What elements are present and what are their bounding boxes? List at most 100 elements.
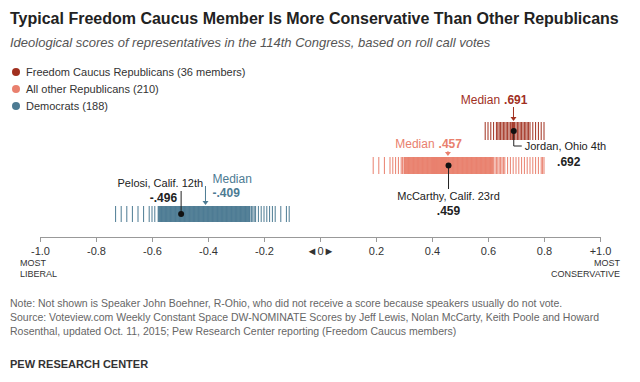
x-tick-mark (40, 237, 41, 242)
member-tick (479, 157, 480, 174)
member-tick (502, 122, 503, 140)
member-tick (177, 206, 178, 222)
member-tick (269, 206, 270, 222)
member-tick (160, 206, 161, 222)
member-tick (207, 206, 208, 222)
median-value: -.409 (212, 186, 240, 200)
x-tick-mark (432, 237, 433, 242)
member-tick (411, 157, 412, 174)
member-tick (525, 122, 526, 140)
member-tick (432, 157, 433, 174)
member-tick (538, 157, 539, 174)
member-tick (264, 206, 265, 222)
member-tick (196, 206, 197, 222)
member-tick (216, 206, 217, 222)
member-tick (164, 206, 165, 222)
member-tick (416, 157, 417, 174)
member-tick (455, 157, 456, 174)
member-tick (203, 206, 204, 222)
member-tick (241, 206, 242, 222)
member-tick (419, 157, 420, 174)
member-tick (422, 157, 423, 174)
member-tick (434, 157, 435, 174)
x-tick: -1.0 (31, 237, 50, 257)
member-tick (440, 157, 441, 174)
member-tick (442, 157, 443, 174)
member-tick (423, 157, 424, 174)
member-tick (500, 122, 501, 140)
member-tick (497, 157, 498, 174)
member-tick (205, 206, 206, 222)
member-tick (214, 206, 215, 222)
member-tick (435, 157, 436, 174)
member-tick (224, 206, 225, 222)
x-tick: 0.2 (369, 237, 384, 257)
member-tick (441, 157, 442, 174)
member-tick (401, 157, 402, 174)
member-tick (460, 157, 461, 174)
member-tick (518, 122, 519, 140)
member-tick (192, 206, 193, 222)
member-tick (527, 122, 528, 140)
member-tick (420, 157, 421, 174)
x-tick-label: -0.6 (143, 245, 162, 257)
member-tick (470, 157, 471, 174)
member-tick (458, 157, 459, 174)
member-tick (226, 206, 227, 222)
x-tick: -0.6 (143, 237, 162, 257)
member-tick (472, 157, 473, 174)
member-tick (206, 206, 207, 222)
member-tick (436, 157, 437, 174)
member-tick (436, 157, 437, 174)
member-tick (530, 122, 531, 140)
member-tick (198, 206, 199, 222)
member-tick (524, 157, 525, 174)
member-tick (492, 157, 493, 174)
strip-series (116, 206, 290, 222)
member-tick (413, 157, 414, 174)
legend-label: Democrats (188) (26, 100, 108, 112)
note: Note: Not shown is Speaker John Boehner,… (10, 297, 562, 309)
member-tick (424, 157, 425, 174)
member-tick (186, 206, 187, 222)
x-tick-mark (96, 237, 97, 242)
member-tick (404, 157, 405, 174)
member-tick (245, 206, 246, 222)
member-tick (209, 206, 210, 222)
member-tick (173, 206, 174, 222)
member-tick (174, 206, 175, 222)
member-tick (170, 206, 171, 222)
member-tick (438, 157, 439, 174)
member-tick (200, 206, 201, 222)
member-tick (243, 206, 244, 222)
member-tick (227, 206, 228, 222)
member-tick (199, 206, 200, 222)
member-tick (482, 157, 483, 174)
member-tick (210, 206, 211, 222)
member-tick (189, 206, 190, 222)
member-tick (213, 206, 214, 222)
member-tick (229, 206, 230, 222)
note: Source: Voteview.com Weekly Constant Spa… (10, 311, 599, 323)
member-tick (275, 206, 276, 222)
member-tick (236, 206, 237, 222)
member-tick (487, 157, 488, 174)
member-tick (439, 157, 440, 174)
member-tick (206, 206, 207, 222)
x-tick-label: 0.8 (537, 245, 552, 257)
member-tick (378, 157, 379, 174)
member-tick (404, 157, 405, 174)
x-tick-mark (152, 237, 153, 242)
member-tick (237, 206, 238, 222)
legend: Freedom Caucus Republicans (36 members)A… (12, 66, 245, 112)
member-tick (484, 157, 485, 174)
member-tick (478, 157, 479, 174)
member-tick (412, 157, 413, 174)
member-tick (443, 157, 444, 174)
x-tick: 0.4 (425, 237, 440, 257)
member-tick (172, 206, 173, 222)
member-tick (439, 157, 440, 174)
member-tick (460, 157, 461, 174)
member-tick (544, 157, 545, 174)
member-tick (242, 206, 243, 222)
